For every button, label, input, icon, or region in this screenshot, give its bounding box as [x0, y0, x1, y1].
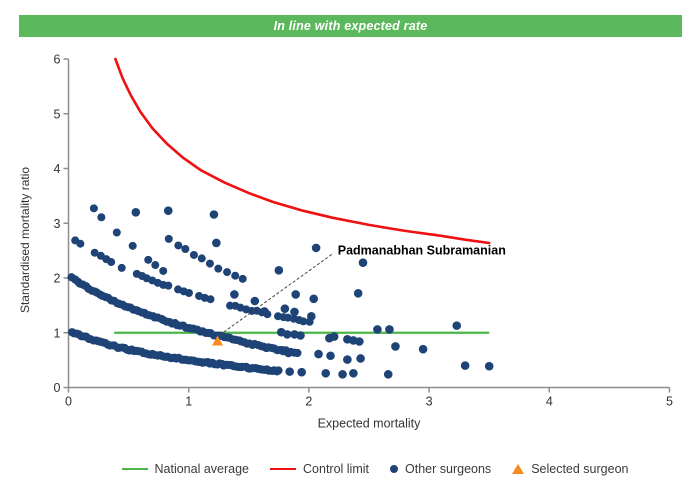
- surgeon-point: [353, 289, 363, 298]
- legend-label-national-average: National average: [154, 462, 250, 476]
- x-axis-title: Expected mortality: [318, 417, 422, 431]
- surgeon-point: [326, 351, 335, 361]
- surgeon-point: [460, 361, 470, 370]
- surgeon-point: [321, 368, 331, 378]
- surgeon-point: [280, 304, 290, 313]
- y-tick-label: 6: [54, 53, 61, 67]
- surgeon-point: [307, 312, 316, 321]
- surgeon-point: [282, 330, 292, 339]
- surgeon-point: [274, 266, 284, 275]
- surgeon-point: [163, 206, 173, 215]
- legend-item-national-average: National average: [121, 462, 250, 476]
- surgeon-point: [291, 290, 300, 299]
- surgeon-point: [131, 208, 141, 217]
- chart-legend: National average Control limit Other sur…: [50, 457, 700, 481]
- selected-surgeon-triangle-icon: [512, 464, 525, 474]
- surgeon-point: [314, 349, 323, 359]
- status-banner-title: In line with expected rate: [273, 19, 428, 33]
- surgeon-point: [418, 344, 428, 354]
- annotation-line: [217, 254, 333, 337]
- control-limit-line-icon: [270, 468, 297, 470]
- surgeon-point: [297, 367, 306, 377]
- x-tick-label: 2: [305, 395, 312, 409]
- surgeon-point: [385, 325, 394, 334]
- legend-item-selected-surgeon: Selected surgeon: [512, 462, 628, 476]
- surgeon-point: [260, 307, 269, 316]
- surgeon-point: [311, 243, 321, 253]
- surgeon-point: [329, 332, 339, 341]
- surgeon-point: [209, 210, 219, 219]
- surgeon-point: [343, 355, 352, 364]
- y-tick-label: 0: [54, 381, 61, 395]
- x-tick-label: 4: [546, 395, 553, 409]
- surgeon-point: [250, 296, 260, 306]
- surgeon-point: [356, 354, 365, 363]
- selected-surgeon-label: Padmanabhan Subramanian: [338, 244, 506, 258]
- legend-item-control-limit: Control limit: [270, 462, 369, 476]
- surgeon-point: [296, 331, 305, 340]
- selected-surgeon-marker: [212, 335, 224, 346]
- surgeon-point: [373, 325, 382, 334]
- y-tick-label: 4: [54, 162, 61, 176]
- surgeon-point: [290, 307, 299, 317]
- y-tick-label: 5: [54, 107, 61, 121]
- surgeon-point: [484, 361, 494, 371]
- surgeon-point: [355, 337, 364, 346]
- surgeon-point: [284, 348, 293, 358]
- surgeon-point: [212, 238, 221, 248]
- y-tick-label: 2: [54, 272, 61, 286]
- x-tick-label: 0: [65, 395, 72, 409]
- status-banner: In line with expected rate: [19, 15, 682, 37]
- x-tick-label: 5: [666, 395, 673, 409]
- other-surgeons-dot-icon: [390, 465, 399, 473]
- surgeon-point: [452, 321, 462, 330]
- surgeon-point: [309, 294, 319, 304]
- y-tick-label: 3: [54, 217, 61, 231]
- surgeon-point: [383, 370, 393, 379]
- y-axis-title: Standardised mortality ratio: [18, 167, 32, 313]
- legend-label-control-limit: Control limit: [303, 462, 370, 476]
- x-tick-label: 3: [426, 395, 433, 409]
- surgeon-point: [391, 342, 400, 351]
- y-tick-label: 1: [54, 326, 61, 340]
- funnel-plot-chart: 0 1 2 3 4 5 6 0 1 2 3 4 5 Expected mortality Standardi…: [18, 53, 673, 431]
- surgeon-point: [338, 370, 347, 379]
- surgeon-point: [230, 290, 239, 299]
- control-limit-curve: [114, 57, 491, 245]
- legend-item-other-surgeons: Other surgeons: [390, 462, 491, 476]
- legend-label-other-surgeons: Other surgeons: [405, 462, 492, 476]
- surgeon-point: [349, 368, 358, 378]
- surgeon-point: [358, 258, 368, 267]
- surgeon-point: [285, 367, 294, 376]
- x-tick-label: 1: [185, 395, 192, 409]
- legend-label-selected-surgeon: Selected surgeon: [531, 462, 629, 476]
- national-average-line-icon: [121, 468, 148, 470]
